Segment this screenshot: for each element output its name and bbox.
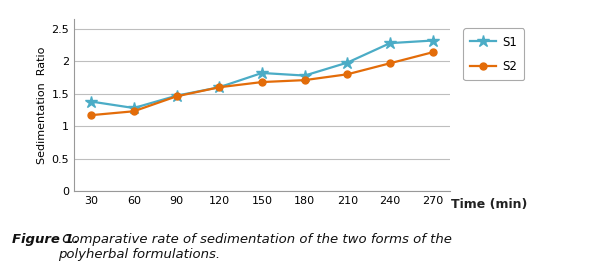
S2 <box>344 73 351 76</box>
S2 <box>429 51 436 54</box>
S2 <box>301 78 308 82</box>
S2 <box>259 81 266 84</box>
Text: Time (min): Time (min) <box>451 198 527 211</box>
S1 <box>173 94 180 97</box>
S2 <box>88 114 95 117</box>
Line: S2: S2 <box>88 49 436 119</box>
S1 <box>301 74 308 77</box>
S1 <box>387 41 394 45</box>
S1 <box>215 86 223 89</box>
S1 <box>130 106 137 110</box>
S1 <box>344 61 351 64</box>
S1 <box>429 39 436 42</box>
S2 <box>387 62 394 65</box>
Legend: S1, S2: S1, S2 <box>464 28 525 81</box>
Text: Figure 1.: Figure 1. <box>12 233 79 247</box>
S2 <box>130 110 137 113</box>
Text: Comparative rate of sedimentation of the two forms of the
polyherbal formulation: Comparative rate of sedimentation of the… <box>58 233 452 262</box>
Line: S1: S1 <box>85 34 439 114</box>
S1 <box>88 100 95 103</box>
Y-axis label: Sedimentation  Ratio: Sedimentation Ratio <box>37 46 47 164</box>
S2 <box>173 95 180 98</box>
S2 <box>215 86 223 89</box>
S1 <box>259 71 266 75</box>
